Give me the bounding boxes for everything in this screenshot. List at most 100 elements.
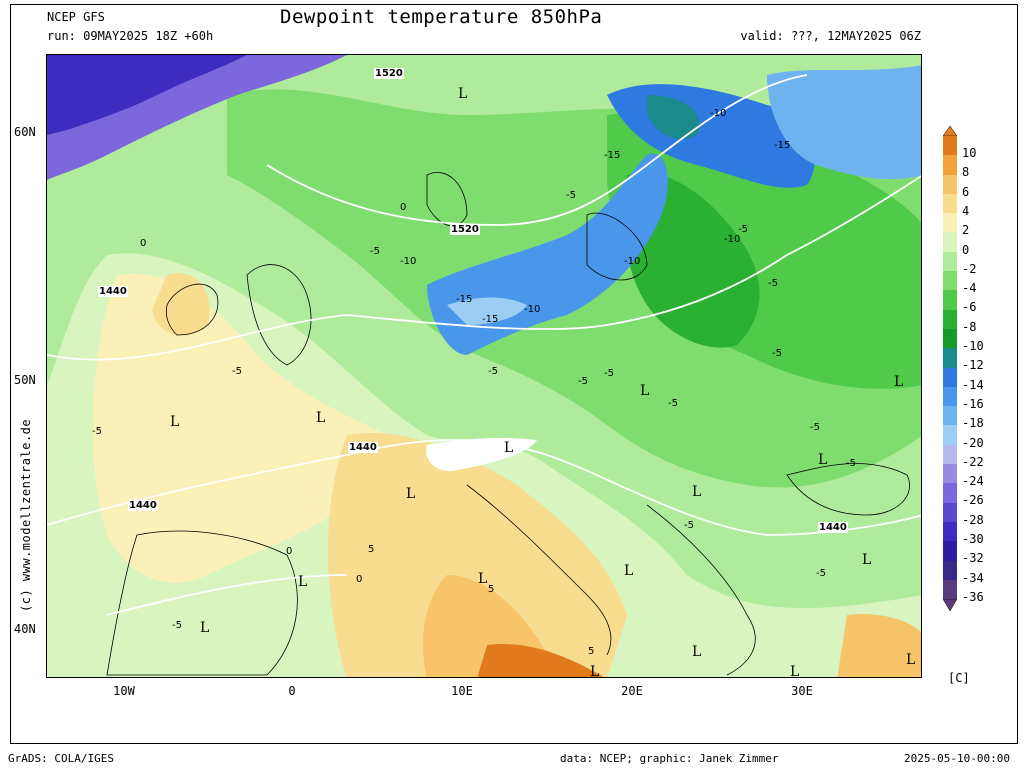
field-warm-west [93,273,398,583]
dewpoint-label: -10 [524,304,541,315]
low-marker: L [906,652,916,668]
colorbar-segment [943,483,957,503]
field-zero-band [47,253,921,677]
dewpoint-label: -5 [772,348,782,359]
dewpoint-map [46,54,922,678]
dewpoint-label: -15 [604,150,621,161]
geopotential-label: 1520 [450,224,480,235]
low-marker: L [504,440,514,456]
dewpoint-label: -10 [710,108,727,119]
dewpoint-label: 0 [356,574,363,585]
colorbar-label: -12 [962,358,984,373]
colorbar-label: -20 [962,435,984,450]
valid-time: valid: ???, 12MAY2025 06Z [740,29,921,43]
dewpoint-label: -5 [604,368,614,379]
colorbar-segment [943,155,957,175]
dewpoint-label: -15 [482,314,499,325]
coastlines [106,172,910,676]
lat-label: 60N [14,125,36,139]
low-marker: L [478,571,488,587]
colorbar-top-arrow [943,126,957,136]
dewpoint-label: -10 [400,256,417,267]
colorbar-label: -10 [962,339,984,353]
low-marker: L [458,86,468,102]
lat-label: 40N [14,622,36,636]
field-warm-italy [328,433,627,677]
colorbar-segment [943,464,957,484]
colorbar-segment [943,232,957,252]
colorbar-segment [943,521,957,542]
colorbar-segment [943,444,957,465]
colorbar-segment [943,367,957,387]
field-ireland [152,273,210,336]
timestamp: 2025-05-10-00:00 [904,752,1010,765]
colorbar-bottom-arrow [943,599,957,612]
dewpoint-label: -10 [724,234,741,245]
map-field [47,55,921,677]
colorbar-segment [943,271,957,291]
dewpoint-label: 0 [400,202,407,213]
dewpoint-label: -15 [774,140,791,151]
geopotential-contours [47,74,921,616]
geopotential-label: 1520 [374,68,404,79]
dewpoint-label: -10 [624,256,641,267]
dewpoint-label: -5 [566,190,576,201]
dewpoint-label: 5 [588,646,595,657]
low-marker: L [818,452,828,468]
colorbar-label: -18 [962,416,984,431]
low-marker: L [640,383,650,399]
colorbar-segment [943,290,957,310]
colorbar-label: -26 [962,493,984,508]
dewpoint-label: -15 [456,294,473,305]
colorbar-segment [943,348,957,368]
dewpoint-label: -5 [684,520,694,531]
field-alps [426,437,537,471]
colorbar-label: 4 [962,203,970,218]
software-credit: GrADS: COLA/IGES [8,752,114,765]
colorbar-label: -8 [962,319,977,334]
field-dry-teal [647,95,700,139]
field-dry-north [767,65,921,180]
colorbar-label: 0 [962,242,970,257]
lon-label: 0 [288,684,296,698]
colorbar-segment [943,309,957,329]
site-credit: (c) www.modellzentrale.de [19,418,33,612]
geopotential-label: 1440 [98,286,128,297]
low-marker: L [624,563,634,579]
dewpoint-label: -5 [172,620,182,631]
geopotential-label: 1440 [128,500,158,511]
low-marker: L [316,410,326,426]
colorbar-label: -30 [962,532,984,546]
dewpoint-label: -5 [768,278,778,289]
colorbar-label: -24 [962,474,984,489]
dewpoint-label: -5 [488,366,498,377]
colorbar-label: 2 [962,223,970,238]
low-marker: L [170,414,180,430]
dewpoint-label: -5 [816,568,826,579]
geopotential-label: 1440 [348,442,378,453]
low-marker: L [790,664,800,680]
dewpoint-label: 0 [140,238,147,249]
colorbar-label: -32 [962,551,984,566]
colorbar [943,126,957,612]
run-info: run: 09MAY2025 18Z +60h [47,29,214,43]
low-marker: L [406,486,416,502]
field-warm-se [837,614,921,677]
dewpoint-label: -5 [846,458,856,469]
lon-label: 30E [791,684,813,698]
low-marker: L [692,644,702,660]
low-marker: L [298,574,308,590]
colorbar-label: 6 [962,184,970,199]
dewpoint-label: -5 [810,422,820,433]
colorbar-label: -36 [962,589,984,604]
colorbar-unit: [C] [948,671,970,685]
chart-title: Dewpoint temperature 850hPa [280,6,603,28]
colorbar-label: -16 [962,396,984,411]
low-marker: L [200,620,210,636]
colorbar-segment [943,560,957,580]
dewpoint-label: 5 [488,584,495,595]
colorbar-segment [943,193,957,214]
low-marker: L [692,484,702,500]
colorbar-segment [943,174,957,194]
colorbar-label: -28 [962,512,984,527]
